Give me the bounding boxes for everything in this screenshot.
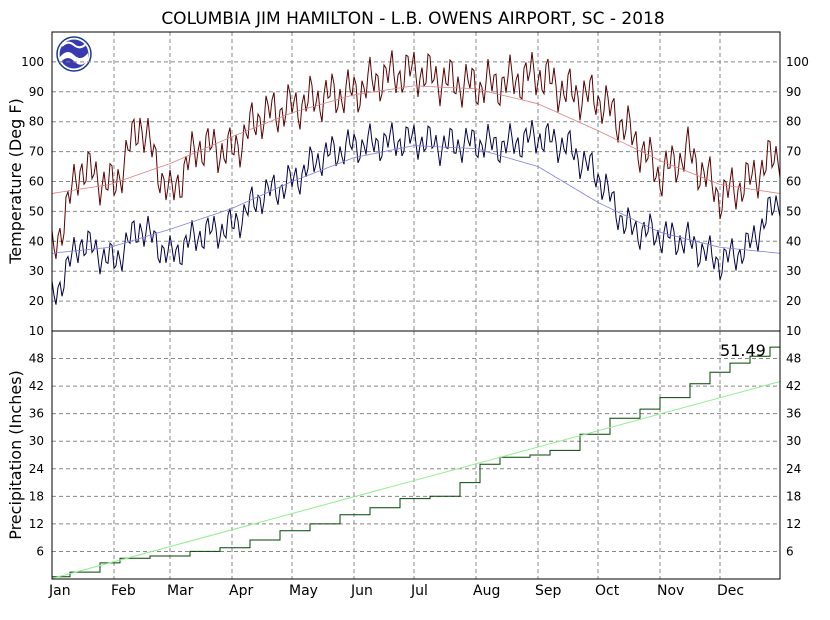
temperature-tick-right: 90 xyxy=(786,85,801,99)
precipitation-grid xyxy=(52,331,780,579)
temperature-tick-left: 30 xyxy=(29,264,44,278)
temperature-tick-right: 100 xyxy=(786,55,809,69)
precipitation-tick-left: 6 xyxy=(36,544,44,558)
precipitation-total-annotation: 51.49 xyxy=(720,341,766,360)
temperature-tick-left: 40 xyxy=(29,234,44,248)
temperature-tick-left: 70 xyxy=(29,145,44,159)
noaa-logo xyxy=(56,36,92,72)
temperature-series-group xyxy=(51,50,781,305)
normal-low-line xyxy=(51,145,781,254)
temperature-tick-right: 70 xyxy=(786,145,801,159)
normal-high-line xyxy=(51,85,781,194)
chart-title: COLUMBIA JIM HAMILTON - L.B. OWENS AIRPO… xyxy=(161,9,664,29)
precipitation-tick-left: 24 xyxy=(29,462,44,476)
month-label: Aug xyxy=(473,583,500,599)
temperature-tick-left: 50 xyxy=(29,204,44,218)
precipitation-tick-left: 12 xyxy=(29,517,44,531)
temperature-tick-left: 90 xyxy=(29,85,44,99)
precipitation-tick-left: 42 xyxy=(29,379,44,393)
temperature-tick-left: 100 xyxy=(21,55,44,69)
month-labels: Jan Feb Mar Apr May Jun Jul Aug Sep Oct Nov Dec xyxy=(48,583,744,599)
precipitation-tick-left: 18 xyxy=(29,489,44,503)
precipitation-tick-right: 36 xyxy=(786,407,801,421)
temperature-grid xyxy=(52,32,780,331)
month-label: Apr xyxy=(229,583,253,599)
observed-low-line xyxy=(51,120,781,305)
month-label: Oct xyxy=(595,583,620,599)
month-label: May xyxy=(289,583,318,599)
observed-cumulative-line xyxy=(52,342,781,578)
precipitation-tick-right: 24 xyxy=(786,462,801,476)
temperature-axis-label: Temperature (Deg F) xyxy=(6,98,25,265)
month-label: Jan xyxy=(48,583,71,599)
month-label: Jun xyxy=(350,583,373,599)
month-label: Mar xyxy=(167,583,194,599)
precipitation-panel-frame xyxy=(51,330,781,580)
precipitation-tick-right: 42 xyxy=(786,379,801,393)
precipitation-tick-left: 30 xyxy=(29,434,44,448)
precipitation-tick-right: 48 xyxy=(786,352,801,366)
temperature-tick-left: 10 xyxy=(29,324,44,338)
temperature-tick-right: 20 xyxy=(786,294,801,308)
temperature-tick-left: 80 xyxy=(29,115,44,129)
month-label: Feb xyxy=(111,583,136,599)
precipitation-axis-label: Precipitation (Inches) xyxy=(6,370,25,540)
precipitation-tick-left: 36 xyxy=(29,407,44,421)
precipitation-series-group xyxy=(51,342,781,579)
precipitation-tick-left: 48 xyxy=(29,352,44,366)
precipitation-tick-labels: 6 6 12 12 18 18 24 24 30 30 36 36 42 42 48 48 xyxy=(29,352,802,559)
temperature-tick-left: 60 xyxy=(29,175,44,189)
precipitation-tick-right: 18 xyxy=(786,489,801,503)
temperature-tick-labels: 10 10 20 20 30 30 40 40 50 50 60 60 70 70 80 80 90 90 100 1… xyxy=(21,55,809,338)
temperature-tick-right: 50 xyxy=(786,204,801,218)
precipitation-tick-right: 12 xyxy=(786,517,801,531)
month-label: Nov xyxy=(657,583,684,599)
temperature-tick-right: 30 xyxy=(786,264,801,278)
precipitation-tick-right: 30 xyxy=(786,434,801,448)
month-label: Sep xyxy=(535,583,562,599)
temperature-tick-right: 10 xyxy=(786,324,801,338)
month-label: Dec xyxy=(717,583,744,599)
temperature-tick-left: 20 xyxy=(29,294,44,308)
temperature-tick-right: 80 xyxy=(786,115,801,129)
month-label: Jul xyxy=(410,583,428,599)
normal-cumulative-line xyxy=(51,381,781,579)
temperature-tick-right: 40 xyxy=(786,234,801,248)
precipitation-tick-right: 6 xyxy=(786,544,794,558)
temperature-tick-right: 60 xyxy=(786,175,801,189)
observed-high-line xyxy=(51,50,781,259)
